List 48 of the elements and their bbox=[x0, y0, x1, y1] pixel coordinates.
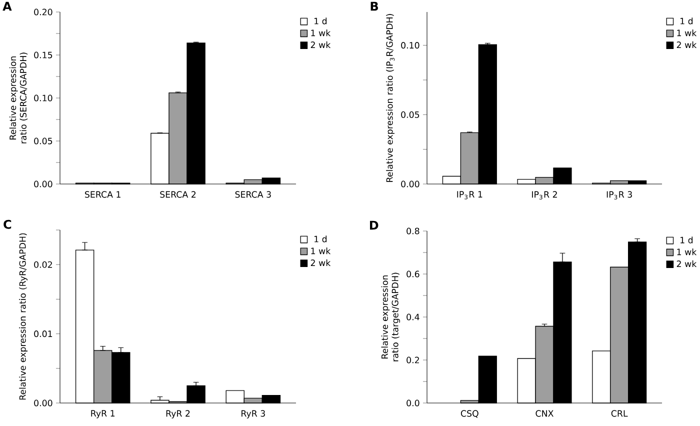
legend-label: 1 wk bbox=[677, 29, 697, 36]
y-tick-label: 0.02 bbox=[34, 261, 52, 268]
y-tick-label: 0.15 bbox=[34, 52, 52, 58]
legend-label: 1 d bbox=[680, 18, 693, 24]
x-tick-label: IP$_{3}$R 3 bbox=[606, 191, 632, 200]
y-axis-title: Relative expression ratio (SERCA/GAPDH) bbox=[9, 52, 28, 144]
legend-label: 1 d bbox=[680, 236, 693, 244]
y-tick-label: 0.8 bbox=[406, 228, 420, 234]
y-tick-label: 0.05 bbox=[401, 111, 420, 118]
x-tick-label: SERCA 2 bbox=[160, 191, 196, 198]
x-tick-label: CNX bbox=[536, 410, 554, 417]
chart-title: B bbox=[370, 2, 378, 11]
y-tick-label: 0.2 bbox=[406, 356, 419, 364]
legend-label: 1 wk bbox=[677, 248, 697, 256]
y-tick-label: 0.4 bbox=[406, 314, 420, 320]
y-axis-title: Relative expression ratio (IP$_{3}$R/GAPDH) bbox=[386, 14, 395, 182]
chart-title: C bbox=[4, 220, 12, 229]
x-tick-label: IP$_{3}$R 2 bbox=[532, 191, 557, 200]
x-tick-label: RyR 3 bbox=[242, 410, 265, 418]
legend-label: 2 wk bbox=[310, 259, 331, 266]
legend-label: 1 wk bbox=[311, 29, 331, 36]
legend-label: 2 wk bbox=[676, 260, 697, 267]
y-tick-label: 0.20 bbox=[34, 8, 52, 16]
y-axis-title: Relative expression ratio (RyR/GAPDH) bbox=[19, 233, 28, 400]
chart-title: A bbox=[2, 2, 12, 11]
y-axis-title: Relative expression ratio (target/GAPDH) bbox=[381, 272, 400, 362]
x-tick-label: CRL bbox=[611, 410, 628, 417]
y-tick-label: 0.01 bbox=[34, 330, 52, 338]
y-tick-label: 0.00 bbox=[401, 180, 420, 188]
x-tick-label: CSQ bbox=[460, 410, 478, 418]
y-tick-label: 0.0 bbox=[406, 400, 420, 406]
y-tick-label: 0.00 bbox=[34, 180, 52, 188]
x-tick-label: SERCA 1 bbox=[85, 191, 120, 198]
legend-label: 1 d bbox=[314, 18, 327, 24]
x-tick-label: RyR 1 bbox=[91, 410, 115, 418]
y-tick-label: 0.05 bbox=[34, 138, 52, 144]
x-tick-label: RyR 2 bbox=[166, 410, 190, 418]
x-tick-label: SERCA 3 bbox=[235, 191, 271, 198]
legend-label: 1 wk bbox=[311, 247, 331, 254]
chart-title: D bbox=[370, 220, 378, 230]
x-tick-label: IP$_{3}$R 1 bbox=[457, 191, 482, 200]
legend-label: 2 wk bbox=[676, 41, 697, 48]
y-tick-label: 0.10 bbox=[401, 42, 420, 49]
y-tick-label: 0.6 bbox=[406, 270, 420, 278]
y-tick-label: 0.10 bbox=[34, 94, 52, 102]
legend-label: 1 d bbox=[314, 236, 327, 242]
legend-label: 2 wk bbox=[310, 41, 331, 48]
y-tick-label: 0.00 bbox=[34, 400, 52, 406]
